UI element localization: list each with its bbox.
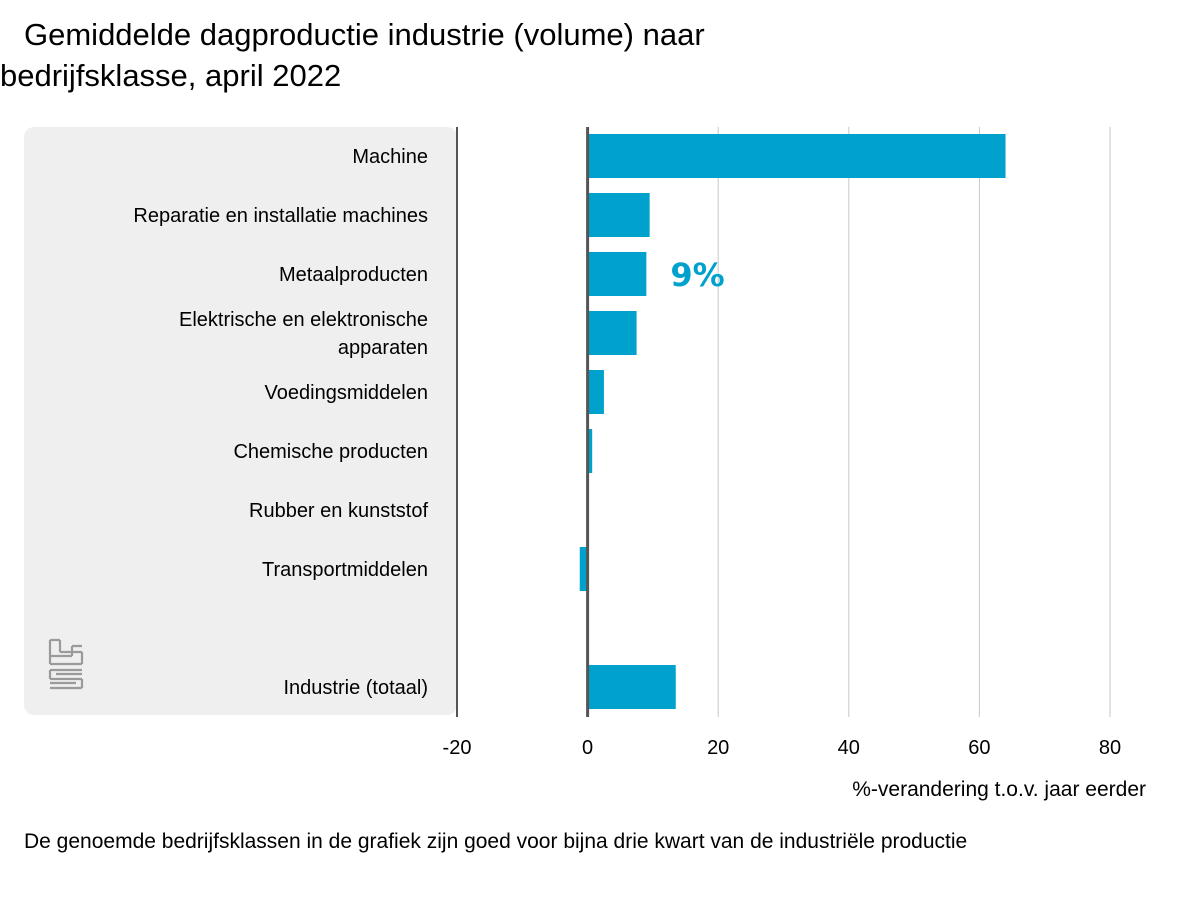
chart-title-line-1: Gemiddelde dagproductie industrie (volum… xyxy=(24,17,705,52)
category-label: Chemische producten xyxy=(233,441,428,463)
x-tick-labels: -20 0 20 40 60 80 xyxy=(443,737,1122,759)
chart-title-line-2: bedrijfsklasse, april 2022 xyxy=(0,58,342,93)
x-tick-label: 40 xyxy=(838,737,860,759)
chart-title: Gemiddelde dagproductie industrie (volum… xyxy=(0,14,820,96)
cbs-logo-icon xyxy=(48,638,84,690)
bar xyxy=(587,252,647,296)
category-label: Voedingsmiddelen xyxy=(265,382,428,404)
grid-lines xyxy=(456,127,1111,717)
footnote: De genoemde bedrijfsklassen in de grafie… xyxy=(24,830,968,853)
category-label: Industrie (totaal) xyxy=(283,677,428,699)
bar xyxy=(587,429,593,473)
category-label: Reparatie en installatie machines xyxy=(133,205,428,227)
bars xyxy=(579,127,1006,717)
bar xyxy=(587,665,676,709)
x-tick-label: 80 xyxy=(1099,737,1121,759)
bar xyxy=(587,370,604,414)
bar xyxy=(587,134,1006,178)
annotation-label: 9% xyxy=(670,256,724,294)
category-labels: Machine Reparatie en installatie machines… xyxy=(133,146,428,699)
x-axis-title: %-verandering t.o.v. jaar eerder xyxy=(852,778,1146,801)
x-tick-label: 0 xyxy=(582,737,593,759)
category-label: Elektrische en elektronische xyxy=(179,309,428,331)
x-tick-label: -20 xyxy=(443,737,472,759)
category-label: apparaten xyxy=(338,337,428,359)
category-label: Metaalproducten xyxy=(279,264,428,286)
category-label: Rubber en kunststof xyxy=(249,500,428,522)
bar xyxy=(587,193,650,237)
category-label: Transportmiddelen xyxy=(262,559,428,581)
bar xyxy=(579,547,588,591)
category-label: Machine xyxy=(352,146,428,168)
bar xyxy=(587,311,637,355)
category-label-panel xyxy=(24,127,457,715)
x-tick-label: 60 xyxy=(968,737,990,759)
x-tick-label: 20 xyxy=(707,737,729,759)
